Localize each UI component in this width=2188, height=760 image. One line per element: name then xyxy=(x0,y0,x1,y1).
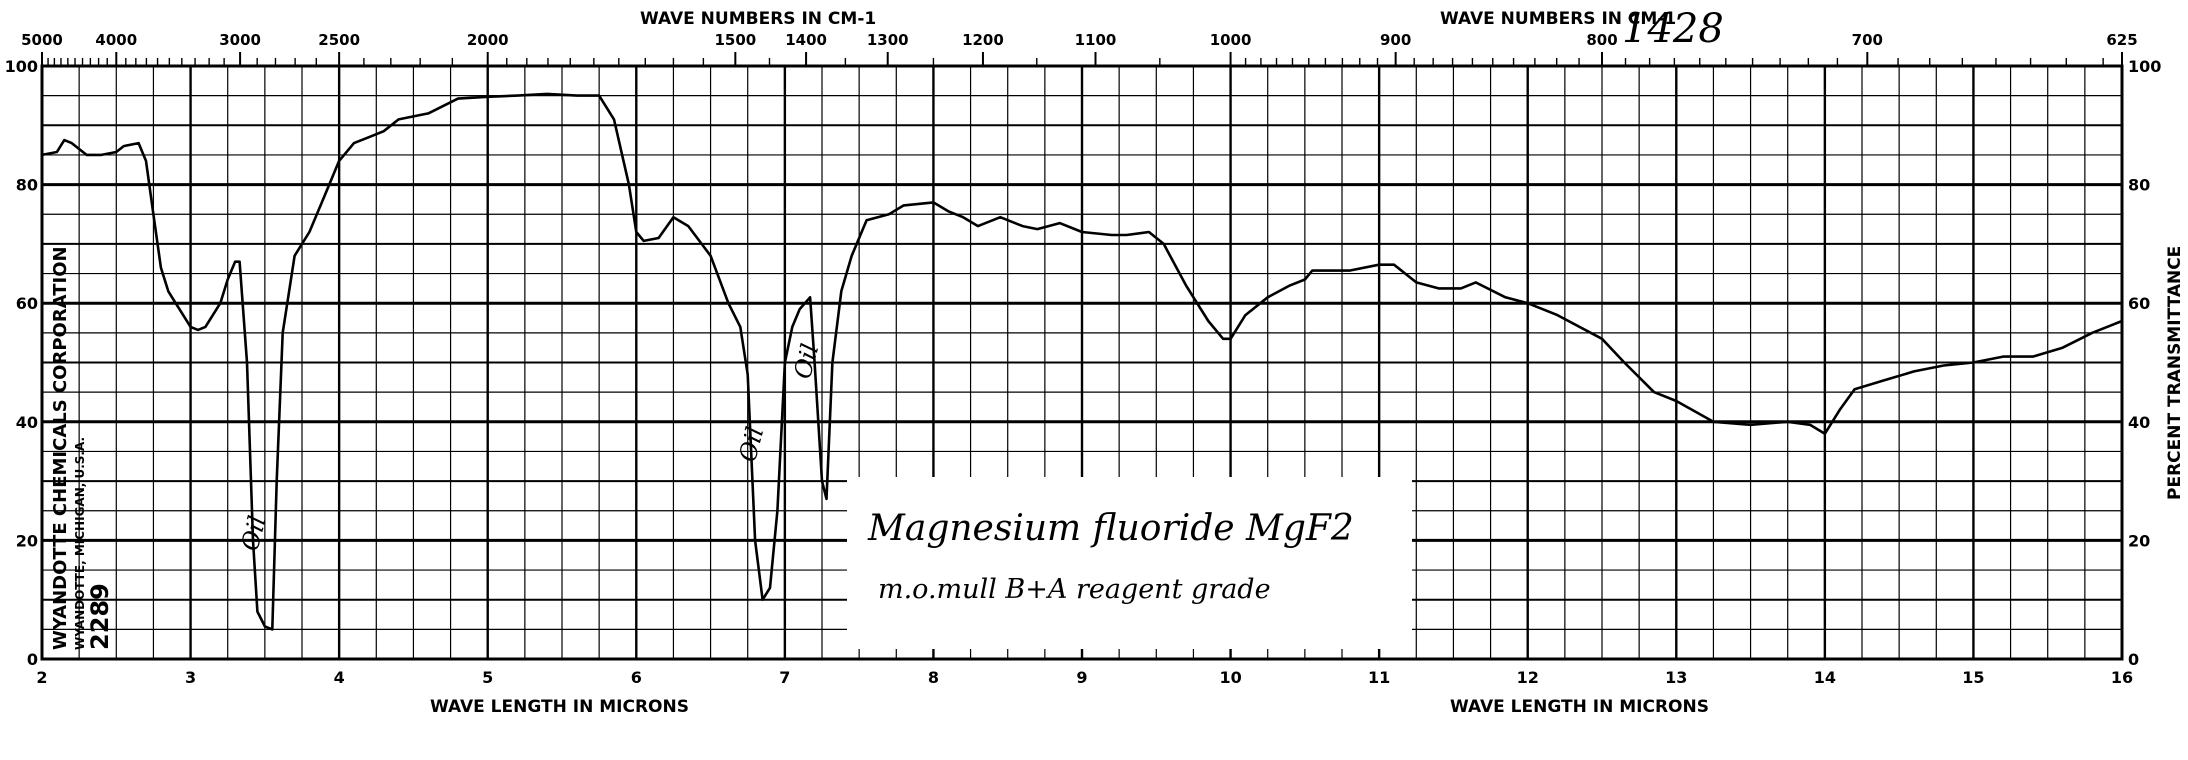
x-tick-label: 7 xyxy=(779,668,790,687)
x-tick-label: 16 xyxy=(2111,668,2133,687)
sample-label-box xyxy=(847,477,1412,649)
x-axis-title-right: WAVE LENGTH IN MICRONS xyxy=(1450,697,1709,717)
spectrum-number: 1428 xyxy=(1622,6,1724,52)
y-tick-label-right: 40 xyxy=(2128,413,2150,432)
sample-subtitle: m.o.mull B+A reagent grade xyxy=(878,574,1271,605)
wavenumber-tick-label: 900 xyxy=(1380,31,1411,49)
plot-frame xyxy=(40,64,2124,661)
wavenumber-tick-label: 1300 xyxy=(867,31,909,49)
wavenumber-tick-label: 625 xyxy=(2106,31,2137,49)
oil-band-annotation: Oil xyxy=(733,424,769,465)
y-axis-title: PERCENT TRANSMITTANCE xyxy=(2165,246,2185,500)
x-tick-label: 6 xyxy=(631,668,642,687)
x-tick-label: 5 xyxy=(482,668,493,687)
wavenumber-tick-label: 2500 xyxy=(318,31,360,49)
wavenumber-tick-label: 1400 xyxy=(785,31,827,49)
y-tick-label-left: 0 xyxy=(27,650,38,669)
x-tick-label: 11 xyxy=(1368,668,1390,687)
wavenumber-tick-label: 3000 xyxy=(219,31,261,49)
x-tick-label: 9 xyxy=(1076,668,1087,687)
x-tick-labels: 2 3 4 5 6 7 8 9 10 11 12 13 14 15 16 xyxy=(36,668,2133,687)
wavenumber-tick-label: 5000 xyxy=(21,31,63,49)
publisher-location: WYANDOTTE, MICHIGAN, U.S.A. xyxy=(73,437,87,650)
wavenumber-tick-label: 4000 xyxy=(95,31,137,49)
sample-title: Magnesium fluoride MgF2 xyxy=(867,508,1354,549)
x-axis-title-left: WAVE LENGTH IN MICRONS xyxy=(430,697,689,717)
oil-band-annotation: Oil xyxy=(788,341,824,382)
wavenumber-tick-label: 700 xyxy=(1852,31,1883,49)
x-tick-label: 12 xyxy=(1517,668,1539,687)
wavenumber-tick-label: 1200 xyxy=(962,31,1004,49)
wavenumber-tick-label: 2000 xyxy=(467,31,509,49)
wavenumber-tick-label: 1100 xyxy=(1075,31,1117,49)
x-tick-label: 4 xyxy=(334,668,345,687)
x-tick-label: 3 xyxy=(185,668,196,687)
transmittance-series-line xyxy=(41,92,2123,631)
y-tick-label-left: 40 xyxy=(16,413,38,432)
y-tick-label-right: 60 xyxy=(2128,294,2150,313)
y-tick-label-right: 100 xyxy=(2128,57,2161,76)
y-tick-label-right: 80 xyxy=(2128,176,2150,195)
publisher-block: WYANDOTTE CHEMICALS CORPORATION WYANDOTT… xyxy=(50,246,114,650)
wavenumber-tick-label: 1500 xyxy=(714,31,756,49)
x-tick-label: 8 xyxy=(928,668,939,687)
y-tick-label-right: 20 xyxy=(2128,531,2150,550)
y-tick-label-left: 20 xyxy=(16,531,38,550)
y-tick-labels: 0 0 20 20 40 40 60 60 80 80 100 100 xyxy=(5,57,2162,669)
annotations: Oil Oil Oil xyxy=(236,341,825,554)
y-tick-label-left: 60 xyxy=(16,294,38,313)
wavenumber-ticks: 5000 4000 3000 2500 2000 1500 1400 1300 1200 1100… xyxy=(21,31,2138,66)
x-tick-label: 15 xyxy=(1962,668,1984,687)
top-axis-title-left: WAVE NUMBERS IN CM-1 xyxy=(640,9,876,29)
y-tick-label-right: 0 xyxy=(2128,650,2139,669)
chart-number: 2289 xyxy=(86,583,114,650)
y-tick-label-left: 80 xyxy=(16,176,38,195)
x-tick-label: 2 xyxy=(36,668,47,687)
wavenumber-tick-label: 1000 xyxy=(1210,31,1252,49)
oil-band-annotation: Oil xyxy=(236,513,272,554)
x-tick-label: 14 xyxy=(1814,668,1836,687)
top-axis-title-right: WAVE NUMBERS IN CM-1 xyxy=(1440,9,1676,29)
x-tick-label: 13 xyxy=(1665,668,1687,687)
y-tick-label-left: 100 xyxy=(5,57,38,76)
wavenumber-tick-label: 800 xyxy=(1586,31,1617,49)
x-tick-label: 10 xyxy=(1219,668,1241,687)
publisher-name: WYANDOTTE CHEMICALS CORPORATION xyxy=(50,246,71,650)
